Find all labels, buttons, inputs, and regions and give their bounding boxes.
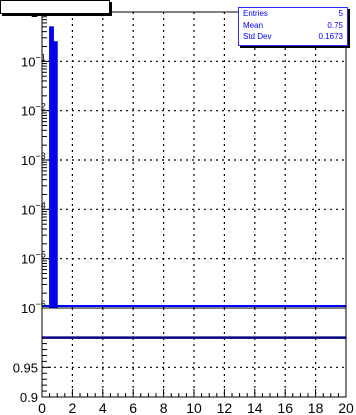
top-y-tick-exponent: −4 [35, 200, 45, 210]
x-tick-label: 12 [217, 400, 233, 415]
x-tick-label: 0 [38, 400, 46, 415]
histogram-bar [49, 26, 54, 309]
x-tick-label: 8 [160, 400, 168, 415]
title-box [0, 0, 110, 14]
bottom-y-tick-label: 0.95 [13, 360, 38, 375]
stats-entries-label: Entries [243, 9, 268, 18]
x-tick-label: 2 [69, 400, 77, 415]
stats-entries-row: Entries 5 [243, 9, 343, 19]
stats-box: Entries 5 Mean 0.75 Std Dev 0.1673 [238, 7, 348, 46]
top-y-tick-exponent: −3 [35, 151, 45, 161]
x-tick-label: 20 [338, 400, 354, 415]
top-y-tick-exponent: −1 [35, 52, 45, 62]
stats-mean-label: Mean [243, 21, 264, 30]
x-tick-label: 10 [186, 400, 202, 415]
top-y-tick-exponent: −6 [35, 299, 45, 309]
top-y-tick-exponent: −5 [35, 250, 45, 260]
bottom-plot-area [42, 308, 346, 397]
stats-stddev-row: Std Dev 0.1673 [243, 32, 343, 42]
x-tick-label: 16 [277, 400, 293, 415]
x-tick-label: 6 [129, 400, 137, 415]
stats-mean-value: 0.75 [327, 21, 343, 30]
top-y-tick-exponent: −2 [35, 102, 45, 112]
bottom-frame [41, 307, 347, 398]
stats-entries-value: 5 [338, 9, 343, 18]
x-tick-label: 14 [247, 400, 263, 415]
stats-mean-row: Mean 0.75 [243, 21, 343, 31]
top-panel: 110−110−210−310−410−510−6 [21, 5, 347, 316]
stats-stddev-label: Std Dev [243, 32, 272, 41]
bottom-y-tick-label: 0.9 [20, 390, 38, 405]
stats-stddev-value: 0.1673 [318, 32, 343, 41]
histogram-bar [52, 41, 58, 309]
x-tick-label: 4 [99, 400, 107, 415]
bottom-panel: 0.9 0.95 0 2 4 6 8 10 12 14 16 18 20 [13, 307, 354, 415]
x-tick-label: 18 [308, 400, 324, 415]
